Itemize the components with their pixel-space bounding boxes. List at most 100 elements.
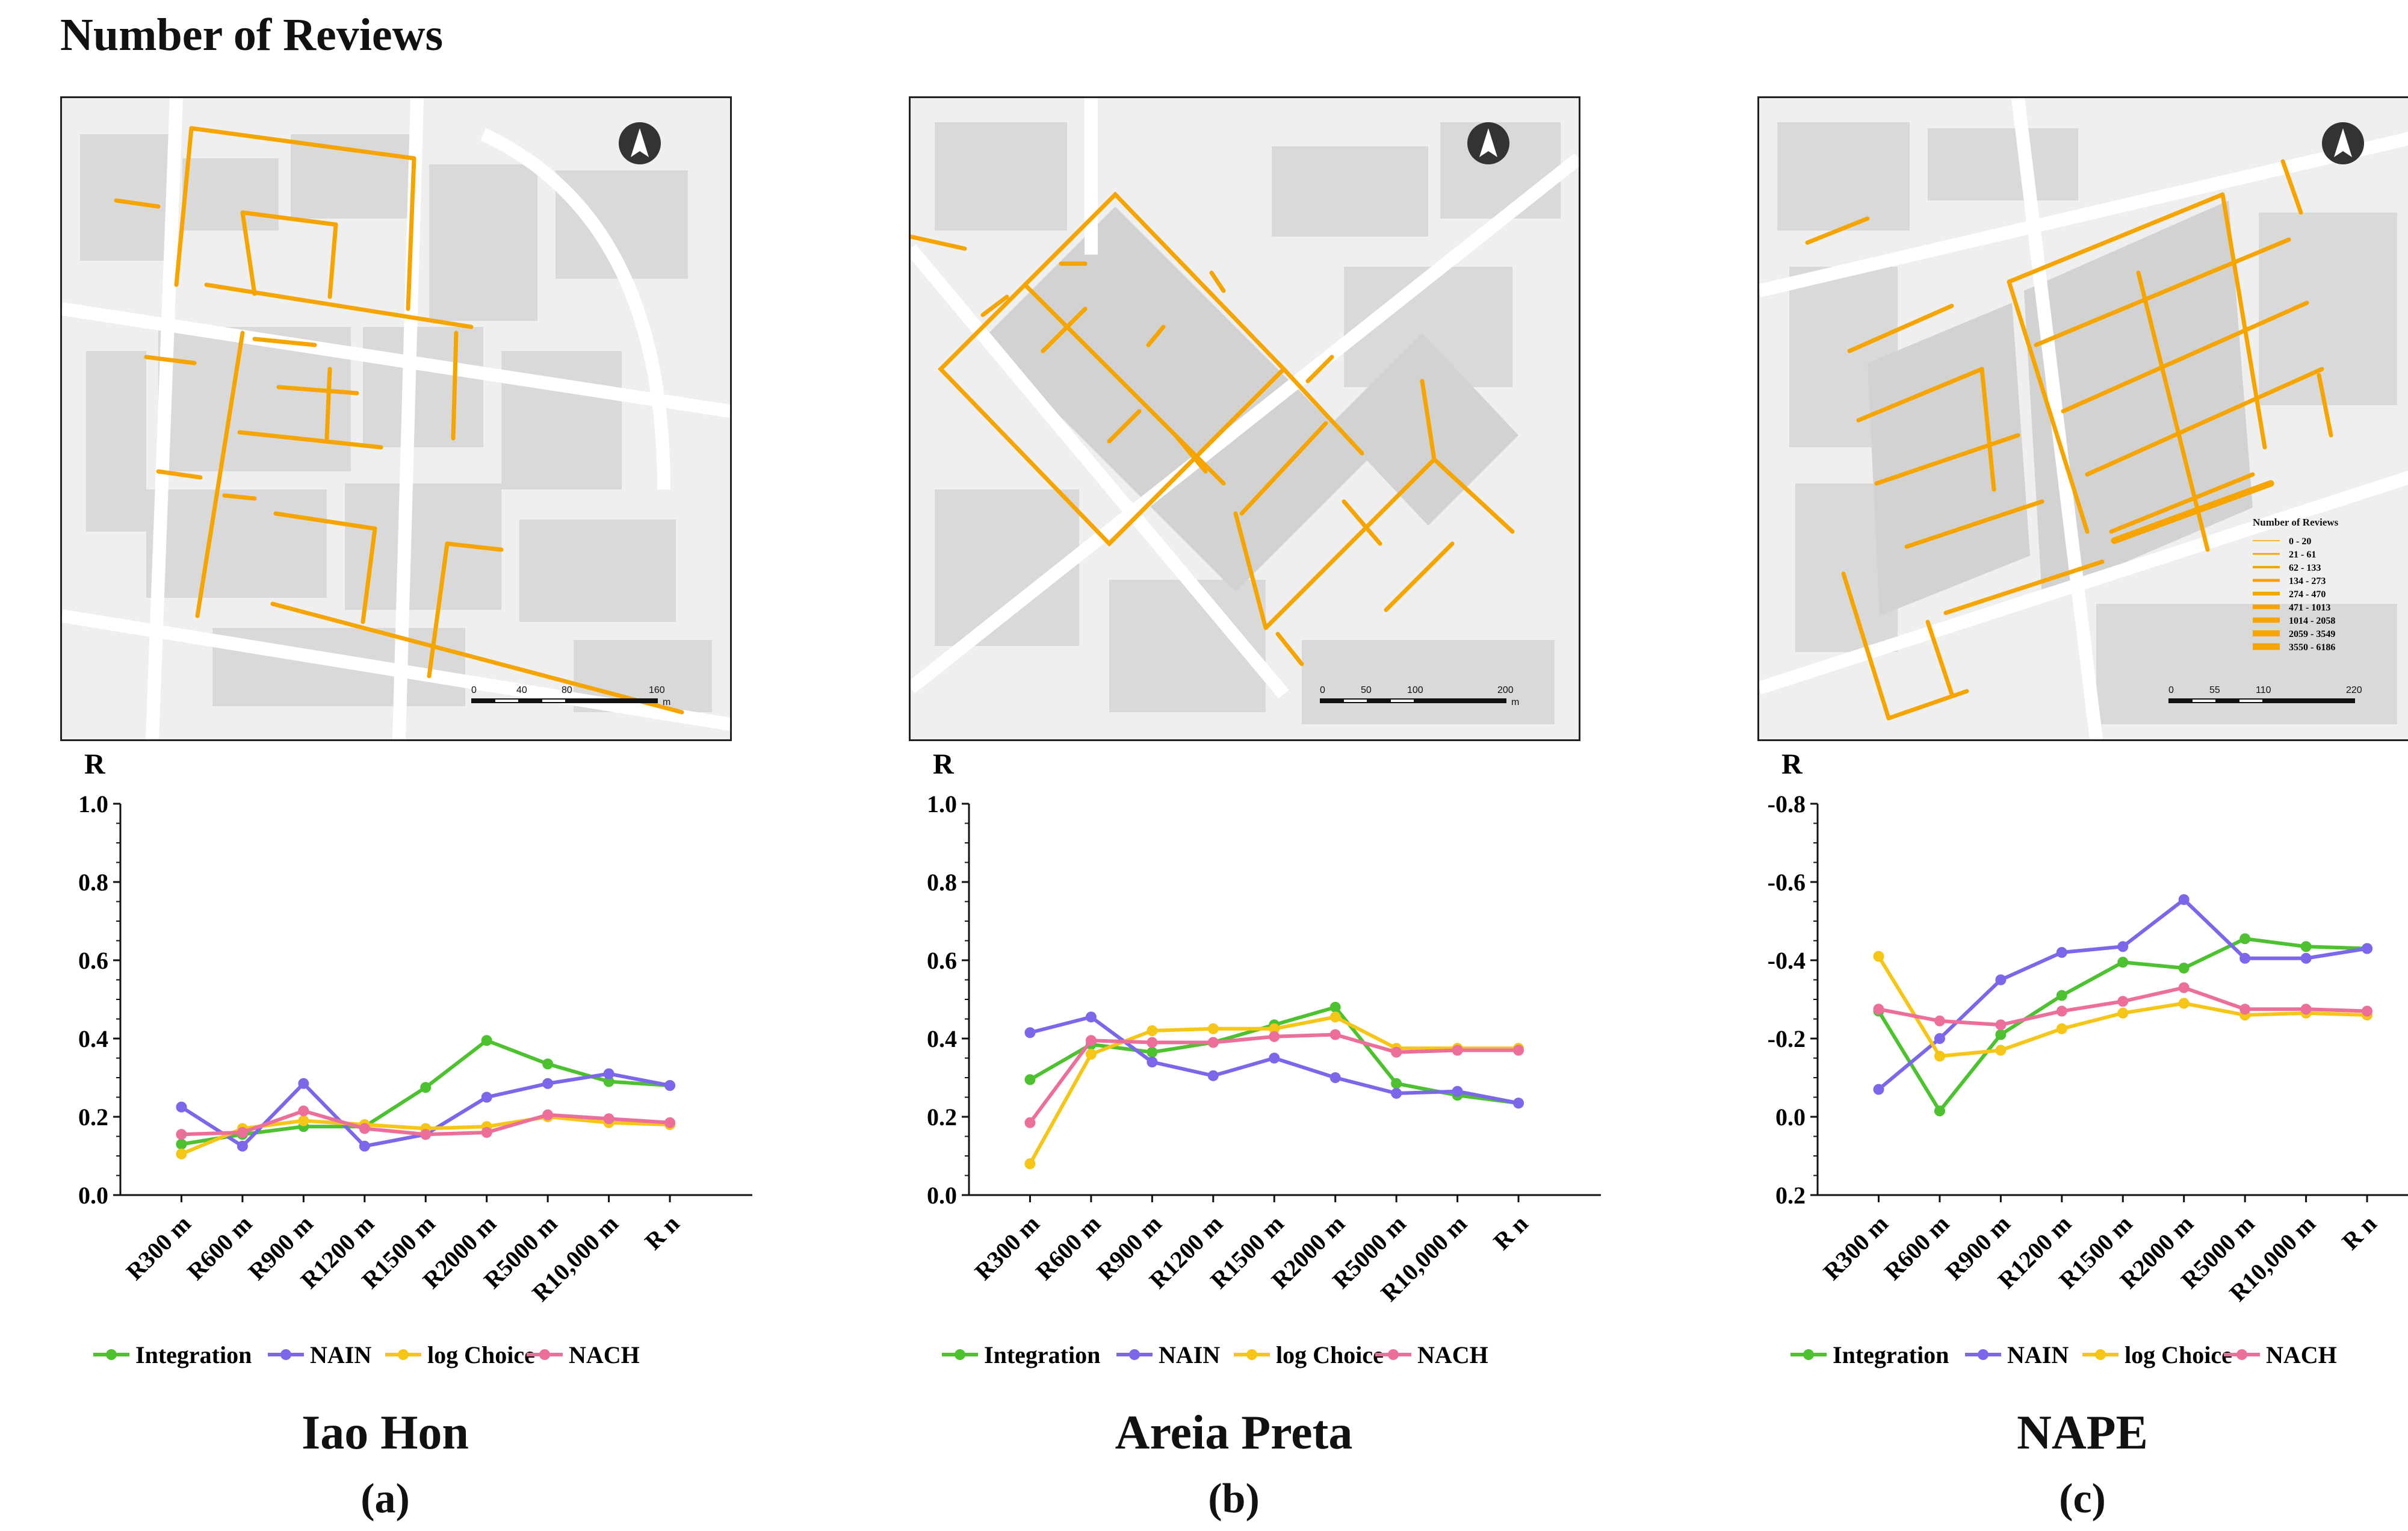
data-point xyxy=(298,1078,309,1089)
y-axis-label: R xyxy=(933,748,955,780)
north-arrow-icon xyxy=(619,122,661,164)
data-point xyxy=(2056,990,2067,1001)
y-tick-label: 0.0 xyxy=(78,1182,108,1209)
y-tick-label: 0.6 xyxy=(927,947,957,974)
data-point xyxy=(542,1078,554,1089)
scale-unit: m xyxy=(1511,697,1520,707)
data-point xyxy=(1934,1105,1945,1117)
data-point xyxy=(1513,1045,1524,1056)
data-point xyxy=(298,1115,309,1126)
data-point xyxy=(1995,1019,2007,1031)
panel-nape: Number of Reviews 0 - 20 21 - 61 62 - 133 1… xyxy=(1757,0,2408,1531)
legend-class-label: 0 - 20 xyxy=(2289,536,2311,547)
y-tick-label: 0.0 xyxy=(927,1182,957,1209)
legend-label: Integration xyxy=(984,1341,1100,1368)
y-tick-label: 0.4 xyxy=(78,1025,108,1052)
data-point xyxy=(1024,1158,1036,1169)
data-point xyxy=(2056,1005,2067,1017)
data-point xyxy=(2117,941,2129,952)
data-point xyxy=(2056,947,2067,958)
legend-label: Integration xyxy=(1833,1341,1949,1368)
data-point xyxy=(542,1109,554,1120)
legend-class-label: 471 - 1013 xyxy=(2289,603,2330,613)
data-point xyxy=(1934,1051,1945,1062)
x-tick-label: R600 m xyxy=(182,1210,257,1285)
data-point xyxy=(359,1123,370,1134)
scale-tick: 0 xyxy=(2168,685,2174,695)
data-point xyxy=(1329,1029,1341,1040)
legend-marker xyxy=(1978,1349,1989,1360)
legend-label: log Choice xyxy=(427,1341,535,1368)
data-point xyxy=(2239,1004,2251,1015)
data-point xyxy=(2117,1007,2129,1019)
data-point xyxy=(1024,1074,1036,1085)
data-point xyxy=(1269,1023,1280,1034)
legend-marker xyxy=(1388,1349,1399,1360)
data-point xyxy=(176,1129,187,1140)
legend-marker xyxy=(280,1349,291,1360)
data-point xyxy=(420,1129,432,1140)
data-point xyxy=(664,1117,676,1128)
data-point xyxy=(481,1092,492,1103)
scale-tick: 160 xyxy=(649,685,665,695)
legend-label: Integration xyxy=(135,1341,252,1368)
scale-bar: 0 50 100 200 m xyxy=(1320,685,1520,721)
data-point xyxy=(420,1082,432,1093)
legend-classes: 0 - 20 21 - 61 62 - 133 134 - 273 274 - 470 4… xyxy=(2253,536,2335,653)
data-point xyxy=(1995,1029,2007,1040)
y-tick-label: 0.2 xyxy=(78,1104,108,1131)
y-axis-label: R xyxy=(84,748,106,780)
panel-letter: (a) xyxy=(361,1476,410,1522)
legend-marker xyxy=(955,1349,965,1360)
data-point xyxy=(2362,943,2373,954)
y-tick-label: 0.2 xyxy=(1775,1182,1806,1209)
data-point xyxy=(1934,1033,1945,1044)
y-tick-label: -0.8 xyxy=(1768,790,1806,818)
legend-marker xyxy=(1246,1349,1257,1360)
panel-areia-preta: 0 50 100 200 m R 0.0 0.2 0.4 0.6 0.8 1.0 R300 m… xyxy=(909,0,1631,1531)
data-point xyxy=(1873,1004,1884,1015)
scale-bar: 0 55 110 220 xyxy=(2168,685,2367,721)
scale-tick: 80 xyxy=(562,685,572,695)
scale-tick: 0 xyxy=(1320,685,1325,695)
y-tick-label: 0.2 xyxy=(927,1104,957,1131)
legend-marker xyxy=(539,1349,550,1360)
data-point xyxy=(1269,1052,1280,1064)
legend-marker xyxy=(1803,1349,1814,1360)
data-point xyxy=(1452,1085,1463,1097)
data-point xyxy=(664,1080,676,1091)
data-point xyxy=(603,1076,614,1087)
panel-letter: (c) xyxy=(2059,1476,2106,1522)
legend-class-label: 3550 - 6186 xyxy=(2289,642,2335,653)
legend-label: NAIN xyxy=(310,1341,371,1368)
data-point xyxy=(2362,1005,2373,1017)
legend-label: log Choice xyxy=(1276,1341,1384,1368)
map-nape: Number of Reviews 0 - 20 21 - 61 62 - 133 1… xyxy=(1757,96,2408,741)
data-point xyxy=(1329,1002,1341,1013)
scale-tick: 0 xyxy=(471,685,477,695)
data-point xyxy=(298,1105,309,1117)
legend-label: NAIN xyxy=(2007,1341,2069,1368)
data-point xyxy=(1329,1072,1341,1083)
data-point xyxy=(1391,1078,1402,1089)
map-areia-preta: 0 50 100 200 m xyxy=(909,96,1580,741)
scale-tick: 40 xyxy=(516,685,527,695)
y-tick-label: 0.8 xyxy=(78,869,108,896)
y-tick-label: 1.0 xyxy=(927,790,957,818)
x-tick-label: R300 m xyxy=(1818,1210,1893,1285)
x-tick-label: R300 m xyxy=(970,1210,1045,1285)
y-tick-label: 1.0 xyxy=(78,790,108,818)
data-point xyxy=(1024,1027,1036,1039)
legend-marker xyxy=(106,1349,117,1360)
scale-unit: m xyxy=(663,697,671,707)
y-tick-label: 0.0 xyxy=(1775,1104,1806,1131)
data-point xyxy=(1207,1023,1219,1034)
data-point xyxy=(2056,1023,2067,1034)
data-point xyxy=(1085,1035,1097,1046)
legend-label: NACH xyxy=(1417,1341,1488,1368)
legend-marker xyxy=(2236,1349,2247,1360)
data-point xyxy=(2239,933,2251,945)
data-point xyxy=(2300,1004,2312,1015)
